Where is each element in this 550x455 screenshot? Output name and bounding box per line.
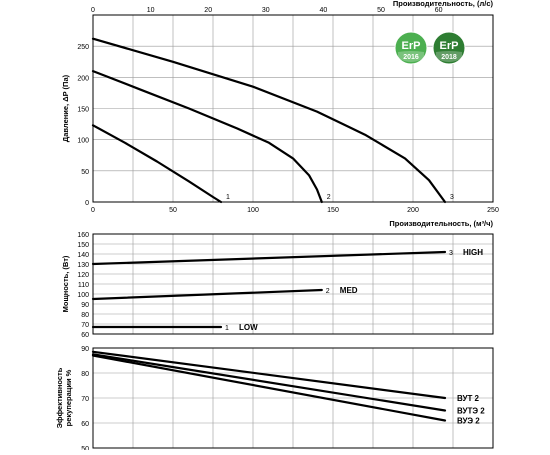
speed-label-med: MED xyxy=(340,286,358,295)
y-tick-label: 120 xyxy=(77,272,89,279)
curve-label-3: 3 xyxy=(449,250,453,257)
y-tick-label: 60 xyxy=(81,332,89,339)
y-tick-label: 60 xyxy=(81,421,89,428)
erp-badge-swoosh xyxy=(398,51,424,62)
x-tick-label-top: 10 xyxy=(147,7,155,14)
series-label-вуэ-2: ВУЭ 2 xyxy=(457,417,480,426)
x-tick-label-bottom: 50 xyxy=(169,207,177,214)
panel-1-frame xyxy=(92,14,494,203)
x-tick-label-bottom: 250 xyxy=(487,207,499,214)
y-tick-label: 200 xyxy=(77,75,89,82)
y-tick-label: 90 xyxy=(81,346,89,353)
erp-badge-2016: ErP 2016 xyxy=(394,31,428,65)
x-axis-label-top: Производительность, (л/с) xyxy=(393,0,494,8)
x-tick-label-bottom: 150 xyxy=(327,207,339,214)
erp-badge-circle xyxy=(432,31,466,65)
panel-2-grid xyxy=(93,234,493,334)
x-tick-label-top: 50 xyxy=(377,7,385,14)
speed-label-low: LOW xyxy=(239,323,258,332)
y-tick-label: 70 xyxy=(81,322,89,329)
x-tick-label-top: 30 xyxy=(262,7,270,14)
y-axis-label-line2: рекуперации % xyxy=(64,369,73,426)
power-curve-med xyxy=(91,288,323,301)
erp-badge-2018: ErP 2018 xyxy=(432,31,466,65)
y-tick-label: 80 xyxy=(81,371,89,378)
erp-badge-swoosh xyxy=(436,51,462,62)
curve-label-1: 1 xyxy=(226,194,230,201)
pressure-curve-2 xyxy=(91,70,323,204)
x-tick-label-bottom: 100 xyxy=(247,207,259,214)
y-tick-label: 250 xyxy=(77,44,89,51)
x-tick-label-bottom: 200 xyxy=(407,207,419,214)
panel-2-frame xyxy=(92,233,494,335)
y-axis-label: Мощность, (Вт) xyxy=(61,255,70,312)
y-tick-label: 100 xyxy=(77,292,89,299)
efficiency-curve-вут-2 xyxy=(91,350,447,400)
series-label-вут-2: ВУТ 2 xyxy=(457,394,480,403)
curve-label-2: 2 xyxy=(326,288,330,295)
y-tick-label: 80 xyxy=(81,312,89,319)
y-tick-label: 0 xyxy=(85,200,89,207)
power-curve-high xyxy=(91,250,447,266)
x-tick-label-top: 40 xyxy=(320,7,328,14)
y-tick-label: 50 xyxy=(81,169,89,176)
curve-label-2: 2 xyxy=(327,194,331,201)
speed-label-high: HIGH xyxy=(463,248,483,257)
x-tick-label-top: 20 xyxy=(204,7,212,14)
y-tick-label: 150 xyxy=(77,242,89,249)
y-tick-label: 160 xyxy=(77,232,89,239)
y-tick-label: 100 xyxy=(77,138,89,145)
y-axis-label: Давление, ΔP (Па) xyxy=(61,74,70,142)
series-label-вутэ-2: ВУТЭ 2 xyxy=(457,407,485,416)
erp-badge-text: ErP xyxy=(402,40,421,52)
x-tick-label-top: 60 xyxy=(435,7,443,14)
efficiency-curve-вутэ-2 xyxy=(91,353,447,412)
curve-label-3: 3 xyxy=(450,194,454,201)
y-tick-label: 140 xyxy=(77,252,89,259)
efficiency-curve-вуэ-2 xyxy=(91,354,447,422)
y-tick-label: 150 xyxy=(77,107,89,114)
erp-badge-year: 2016 xyxy=(403,54,419,61)
y-tick-label: 130 xyxy=(77,262,89,269)
curve-label-1: 1 xyxy=(225,325,229,332)
pressure-curve-3 xyxy=(91,37,447,204)
panel-3-grid xyxy=(93,348,493,448)
y-tick-label: 70 xyxy=(81,396,89,403)
y-tick-label: 90 xyxy=(81,302,89,309)
panel-1-grid xyxy=(93,15,493,202)
erp-badge-year: 2018 xyxy=(441,54,457,61)
x-tick-label-bottom: 0 xyxy=(91,207,95,214)
erp-badge-text: ErP xyxy=(440,40,459,52)
x-axis-label-bottom: Производительность, (м³/ч) xyxy=(389,219,493,228)
y-axis-label-line1: Эффективность xyxy=(55,367,64,428)
y-tick-label: 110 xyxy=(78,282,89,289)
pressure-curve-1 xyxy=(91,124,223,204)
erp-badge-circle xyxy=(394,31,428,65)
x-tick-label-top: 0 xyxy=(91,7,95,14)
y-tick-label: 50 xyxy=(81,446,89,450)
panel-3-frame xyxy=(92,347,494,449)
